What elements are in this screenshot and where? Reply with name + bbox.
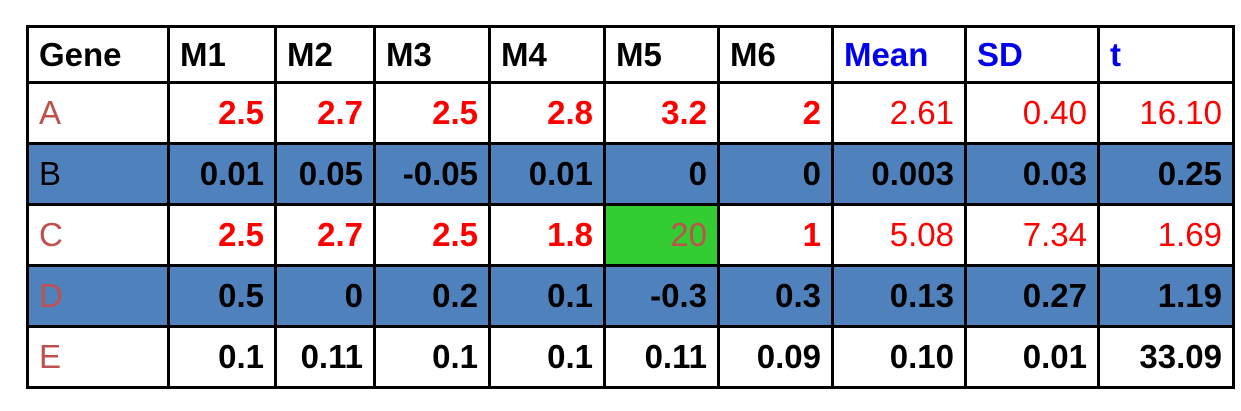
cell-sd: 7.34 bbox=[964, 203, 1100, 267]
table-row-b: B 0.01 0.05 -0.05 0.01 0 0 0.003 0.03 0.… bbox=[26, 142, 1235, 206]
cell-m4: 2.8 bbox=[488, 81, 606, 145]
cell-mean: 0.003 bbox=[831, 142, 967, 206]
cell-sd: 0.40 bbox=[964, 81, 1100, 145]
cell-t: 1.19 bbox=[1097, 264, 1235, 328]
header-m3: M3 bbox=[373, 25, 491, 84]
cell-m1: 0.5 bbox=[167, 264, 277, 328]
header-gene: Gene bbox=[26, 25, 170, 84]
cell-m3: 0.2 bbox=[373, 264, 491, 328]
cell-sd: 0.03 bbox=[964, 142, 1100, 206]
cell-m6: 0.09 bbox=[717, 325, 834, 389]
gene-expression-table: Gene M1 M2 M3 M4 M5 M6 Mean SD t A 2.5 2… bbox=[26, 25, 1235, 389]
cell-m5: -0.3 bbox=[603, 264, 720, 328]
gene-label: E bbox=[26, 325, 170, 389]
cell-m1: 0.01 bbox=[167, 142, 277, 206]
cell-m1: 2.5 bbox=[167, 203, 277, 267]
cell-m5: 3.2 bbox=[603, 81, 720, 145]
table-row-a: A 2.5 2.7 2.5 2.8 3.2 2 2.61 0.40 16.10 bbox=[26, 81, 1235, 145]
cell-t: 16.10 bbox=[1097, 81, 1235, 145]
cell-m5: 0 bbox=[603, 142, 720, 206]
table-row-e: E 0.1 0.11 0.1 0.1 0.11 0.09 0.10 0.01 3… bbox=[26, 325, 1235, 389]
cell-m3: 0.1 bbox=[373, 325, 491, 389]
cell-t: 33.09 bbox=[1097, 325, 1235, 389]
cell-m3: 2.5 bbox=[373, 203, 491, 267]
cell-m6: 2 bbox=[717, 81, 834, 145]
cell-m2: 2.7 bbox=[274, 81, 376, 145]
cell-m6: 0.3 bbox=[717, 264, 834, 328]
table-row-c: C 2.5 2.7 2.5 1.8 20 1 5.08 7.34 1.69 bbox=[26, 203, 1235, 267]
header-m4: M4 bbox=[488, 25, 606, 84]
header-row: Gene M1 M2 M3 M4 M5 M6 Mean SD t bbox=[26, 25, 1235, 84]
cell-m2: 0.05 bbox=[274, 142, 376, 206]
cell-m6: 0 bbox=[717, 142, 834, 206]
cell-m3: -0.05 bbox=[373, 142, 491, 206]
header-m5: M5 bbox=[603, 25, 720, 84]
cell-m4: 0.1 bbox=[488, 264, 606, 328]
cell-mean: 0.10 bbox=[831, 325, 967, 389]
cell-m2: 0 bbox=[274, 264, 376, 328]
cell-m1: 0.1 bbox=[167, 325, 277, 389]
cell-m4: 0.01 bbox=[488, 142, 606, 206]
cell-t: 0.25 bbox=[1097, 142, 1235, 206]
cell-m2: 0.11 bbox=[274, 325, 376, 389]
cell-t: 1.69 bbox=[1097, 203, 1235, 267]
cell-m5-outlier: 20 bbox=[603, 203, 720, 267]
cell-mean: 5.08 bbox=[831, 203, 967, 267]
cell-sd: 0.27 bbox=[964, 264, 1100, 328]
cell-mean: 2.61 bbox=[831, 81, 967, 145]
header-t: t bbox=[1097, 25, 1235, 84]
cell-sd: 0.01 bbox=[964, 325, 1100, 389]
gene-label: B bbox=[26, 142, 170, 206]
gene-label: A bbox=[26, 81, 170, 145]
cell-mean: 0.13 bbox=[831, 264, 967, 328]
cell-m1: 2.5 bbox=[167, 81, 277, 145]
header-sd: SD bbox=[964, 25, 1100, 84]
cell-m4: 1.8 bbox=[488, 203, 606, 267]
cell-m6: 1 bbox=[717, 203, 834, 267]
gene-label: C bbox=[26, 203, 170, 267]
header-m1: M1 bbox=[167, 25, 277, 84]
cell-m5: 0.11 bbox=[603, 325, 720, 389]
gene-label: D bbox=[26, 264, 170, 328]
cell-m2: 2.7 bbox=[274, 203, 376, 267]
header-m2: M2 bbox=[274, 25, 376, 84]
cell-m4: 0.1 bbox=[488, 325, 606, 389]
header-m6: M6 bbox=[717, 25, 834, 84]
header-mean: Mean bbox=[831, 25, 967, 84]
cell-m3: 2.5 bbox=[373, 81, 491, 145]
table-row-d: D 0.5 0 0.2 0.1 -0.3 0.3 0.13 0.27 1.19 bbox=[26, 264, 1235, 328]
